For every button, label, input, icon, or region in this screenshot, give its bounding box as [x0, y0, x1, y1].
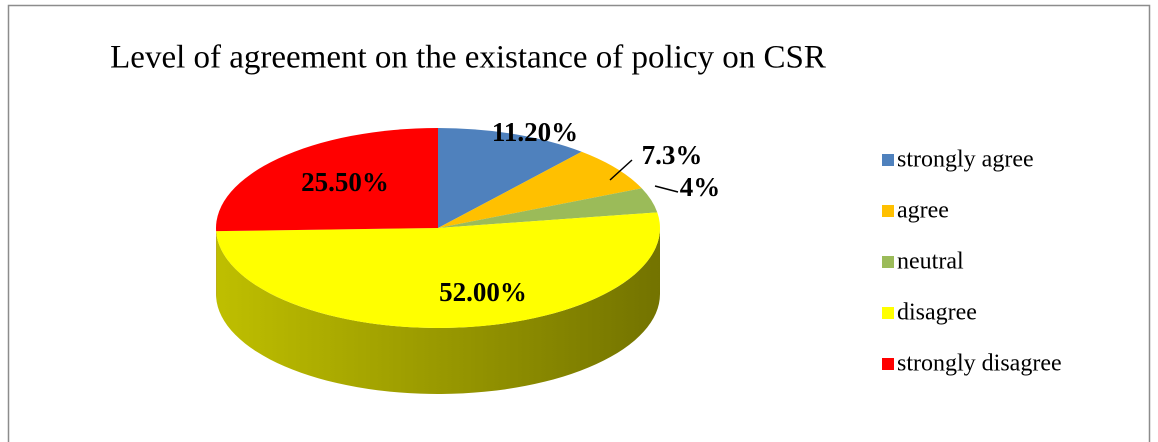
legend-swatch: [882, 154, 894, 166]
data-label: 4%: [680, 172, 721, 202]
leader-line: [609, 159, 633, 181]
pie-slice: [438, 188, 658, 228]
legend-label: strongly agree: [897, 147, 1034, 173]
data-label: 11.20%: [492, 117, 578, 147]
legend-label: disagree: [897, 300, 977, 326]
legend-swatch: [882, 307, 894, 319]
data-label: 7.3%: [642, 140, 703, 170]
legend-swatch: [882, 256, 894, 268]
slice-side: [216, 228, 660, 395]
pie-slice: [438, 128, 582, 228]
legend-label: neutral: [897, 249, 964, 275]
data-label: 52.00%: [439, 277, 527, 307]
pie-slice: [438, 151, 642, 228]
pie-slice: [216, 212, 660, 329]
legend-swatch: [882, 358, 894, 370]
legend-swatch: [882, 205, 894, 217]
legend-label: agree: [897, 198, 949, 224]
leader-line: [654, 185, 679, 193]
legend-label: strongly disagree: [897, 351, 1062, 377]
chart-title: Level of agreement on the existance of p…: [110, 40, 826, 76]
data-label: 25.50%: [301, 167, 389, 197]
pie-slice: [216, 128, 438, 232]
